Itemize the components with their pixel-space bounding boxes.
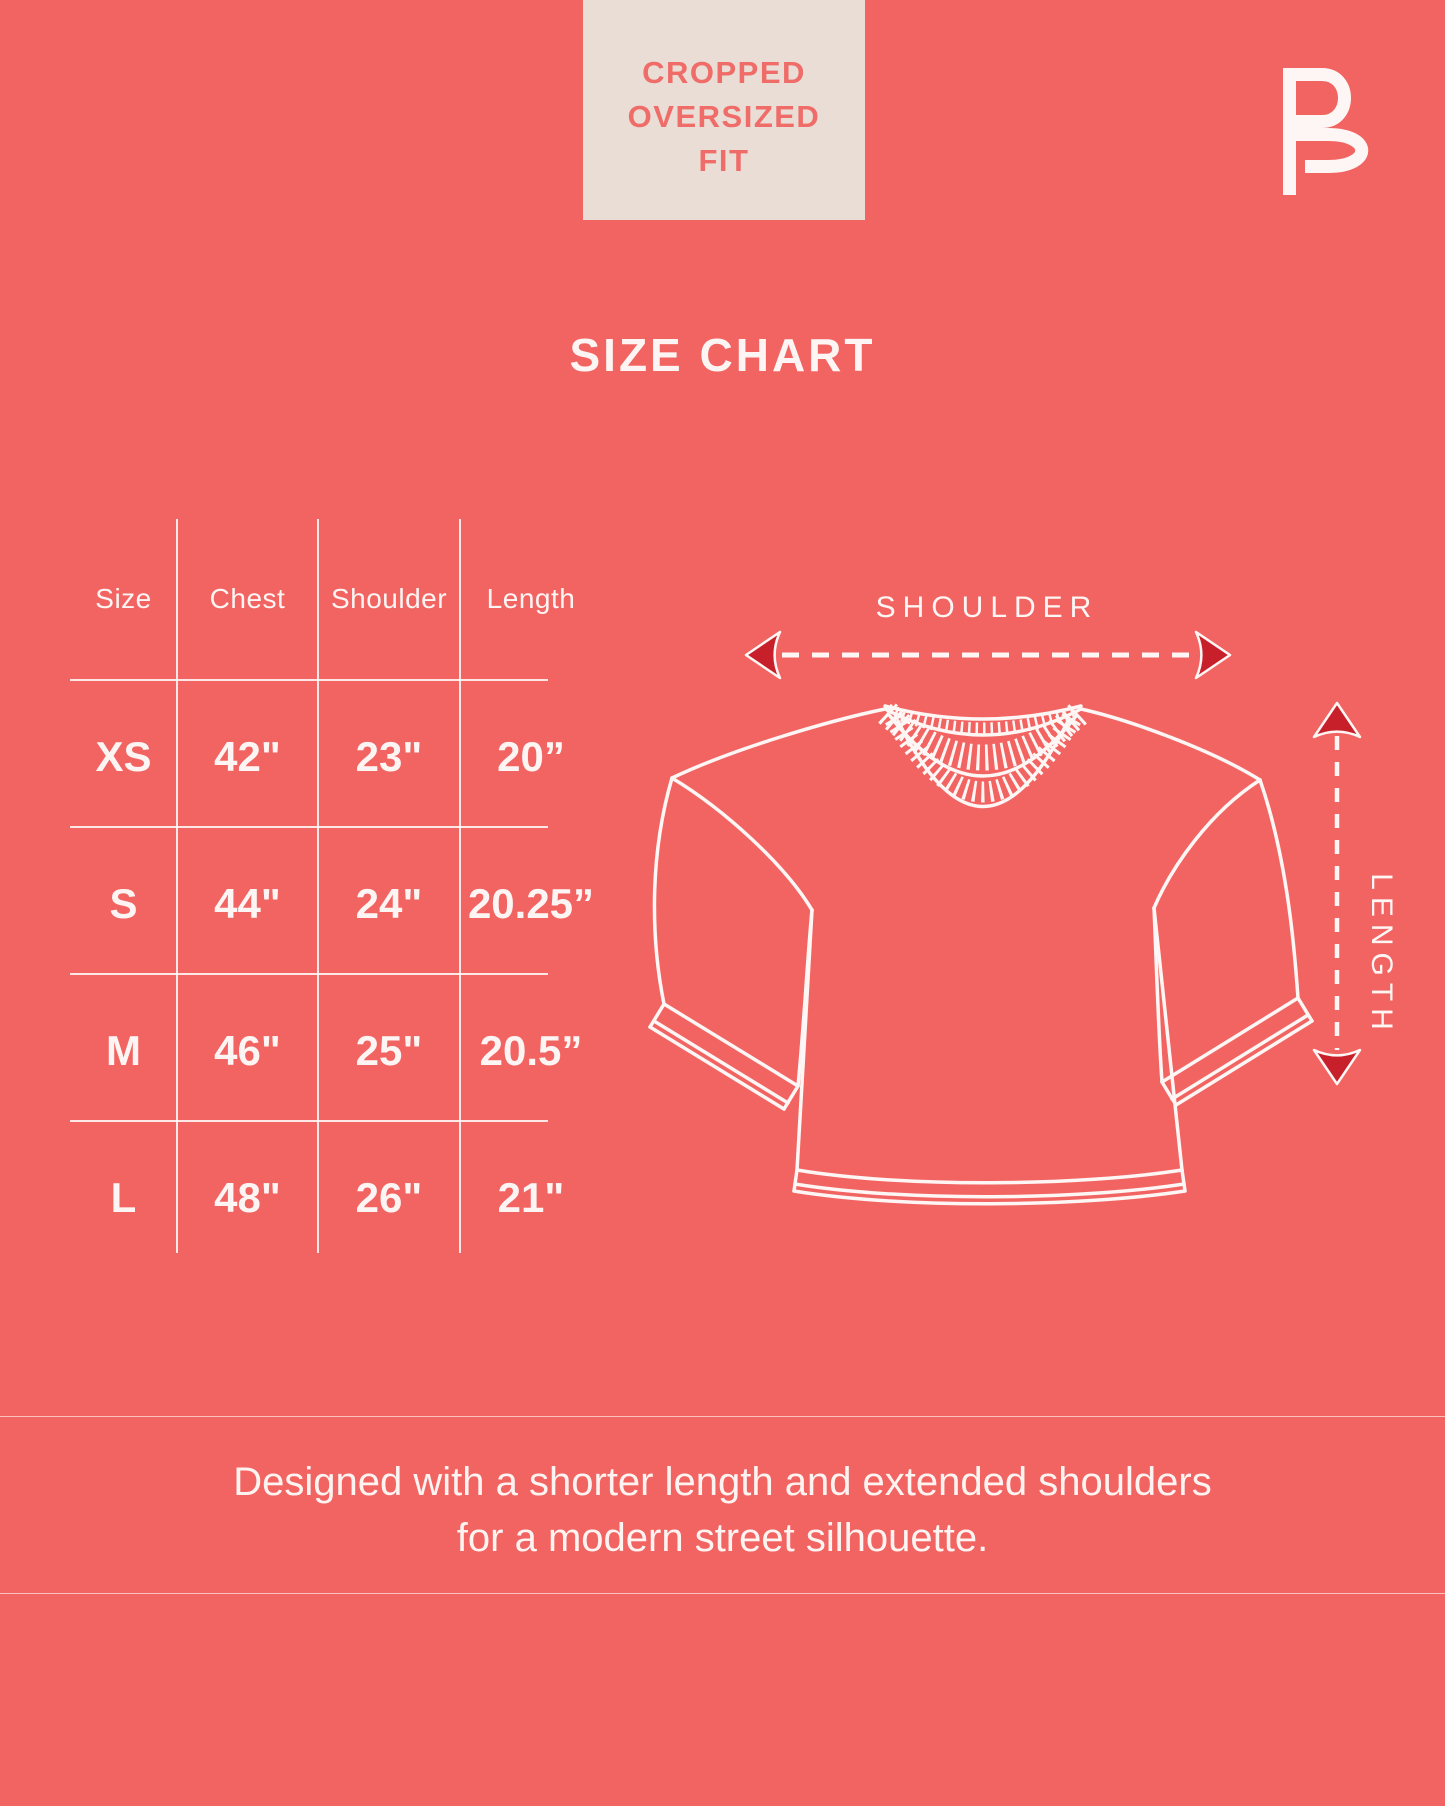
separator-line (0, 1593, 1445, 1594)
shoulder-arrow-icon (744, 630, 1232, 680)
fit-badge-line: CROPPED (642, 55, 806, 90)
cell-chest: 42" (214, 732, 281, 780)
fit-description-line: for a modern street silhouette. (456, 1516, 989, 1560)
fit-badge-line: OVERSIZED (627, 99, 821, 134)
col-header-shoulder: Shoulder (330, 583, 448, 614)
shoulder-label: SHOULDER (876, 591, 1099, 624)
cell-size: XS (95, 732, 152, 780)
cell-length: 20” (497, 732, 565, 780)
tshirt-outline-icon (648, 703, 1314, 1206)
cell-shoulder: 25" (355, 1026, 423, 1074)
fit-description: Designed with a shorter length and exten… (0, 1454, 1445, 1566)
fit-badge-line: FIT (698, 143, 750, 178)
table-divider-vertical (176, 519, 178, 1253)
cell-length: 21" (497, 1173, 565, 1221)
length-label: LENGTH (1365, 873, 1398, 1037)
table-divider-horizontal (70, 1120, 548, 1122)
cell-shoulder: 26" (355, 1173, 423, 1221)
cell-length: 20.25” (467, 879, 595, 927)
page-title: SIZE CHART (569, 329, 876, 381)
table-divider-horizontal (70, 973, 548, 975)
cell-length: 20.5” (479, 1026, 583, 1074)
col-header-size: Size (95, 583, 152, 614)
cell-size: M (106, 1026, 141, 1074)
col-header-chest: Chest (209, 583, 286, 614)
table-divider-horizontal (70, 826, 548, 828)
cell-chest: 48" (214, 1173, 281, 1221)
cell-chest: 46" (214, 1026, 281, 1074)
cell-size: L (110, 1173, 137, 1221)
cell-shoulder: 23" (355, 732, 423, 780)
fit-badge: CROPPED OVERSIZED FIT (583, 0, 865, 220)
cell-shoulder: 24" (355, 879, 423, 927)
tshirt-measurement-figure: SHOULDER LENGTH (648, 591, 1398, 1206)
table-divider-vertical (317, 519, 319, 1253)
length-arrow-icon (1312, 701, 1362, 1086)
fit-description-line: Designed with a shorter length and exten… (233, 1460, 1212, 1504)
size-table: Size Chest Shoulder Length XS 42" 23" 20… (70, 519, 602, 1267)
cell-chest: 44" (214, 879, 281, 927)
table-divider-vertical (459, 519, 461, 1253)
table-divider-horizontal (70, 679, 548, 681)
brand-logo-icon (1283, 68, 1369, 195)
col-header-length: Length (486, 583, 576, 614)
cell-size: S (109, 879, 138, 927)
separator-line (0, 1416, 1445, 1417)
